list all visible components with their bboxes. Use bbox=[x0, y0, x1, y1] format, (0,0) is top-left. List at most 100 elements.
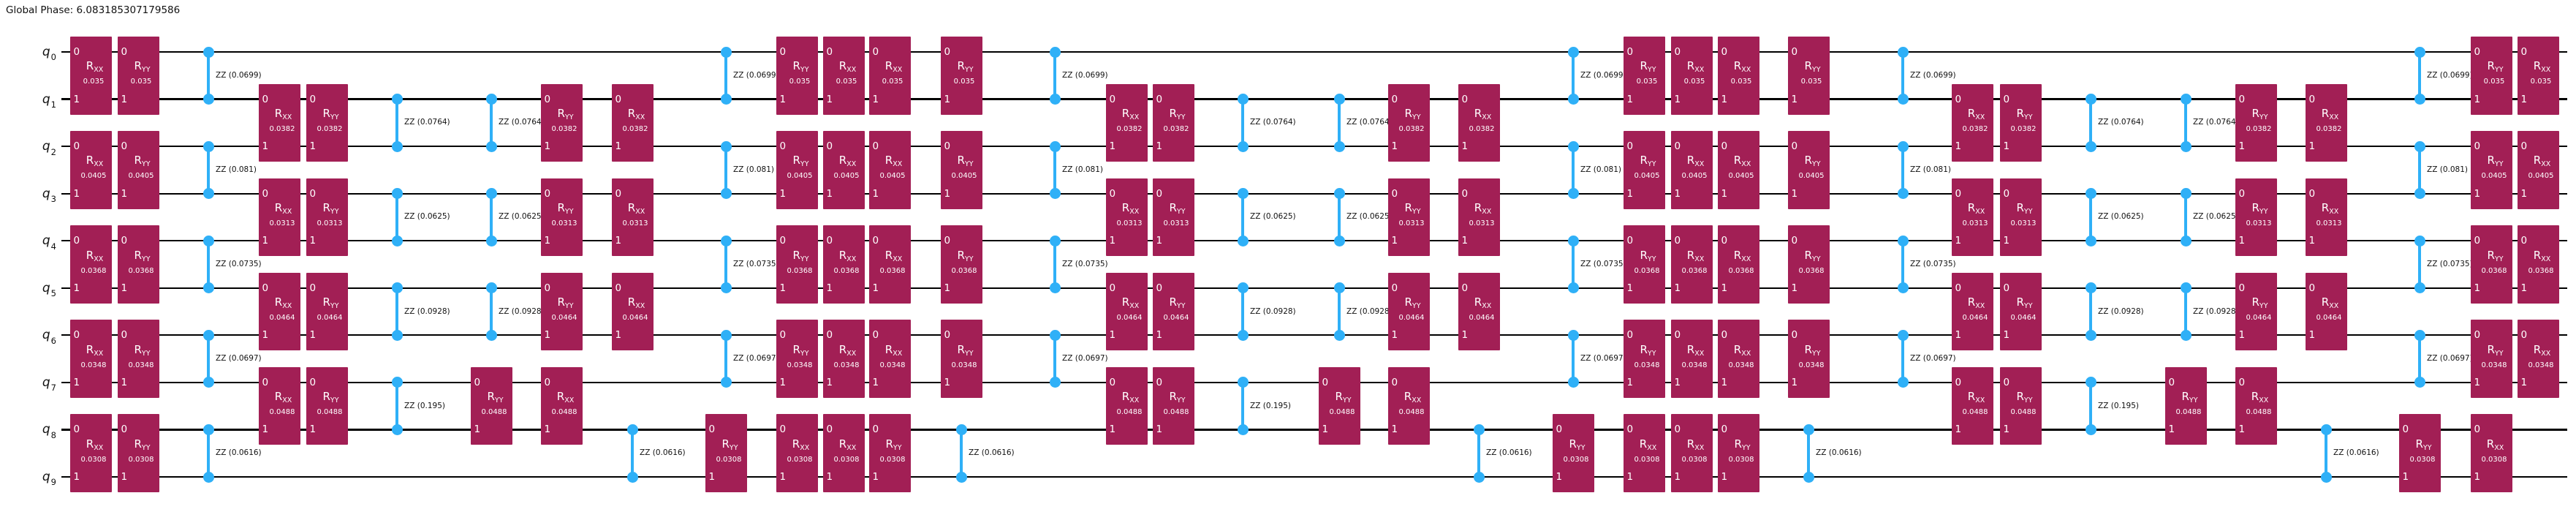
gate-port-top: 0 bbox=[73, 46, 80, 58]
gate-angle-value: 0.0405 bbox=[1728, 172, 1754, 181]
rzz-gate-label: ZZ (0.081) bbox=[2427, 165, 2468, 174]
rzz-control-dot-icon bbox=[1237, 377, 1249, 388]
rzz-gate-label: ZZ (0.0616) bbox=[969, 448, 1015, 458]
gate-port-top: 0 bbox=[2520, 235, 2528, 247]
gate-port-bottom: 1 bbox=[615, 140, 622, 153]
gate-port-bottom: 1 bbox=[2003, 235, 2010, 247]
gate-port-top: 0 bbox=[73, 329, 80, 342]
rzz-control-dot-icon bbox=[1567, 46, 1579, 58]
gate-port-bottom: 1 bbox=[1156, 140, 1163, 153]
rxx-gate-name: RXX bbox=[1121, 390, 1140, 405]
rzz-gate-label: ZZ (0.195) bbox=[2098, 401, 2139, 410]
gate-angle-value: 0.0382 bbox=[2010, 124, 2037, 133]
gate-port-bottom: 1 bbox=[2308, 140, 2316, 153]
ryy-gate-name: RYY bbox=[322, 390, 339, 405]
rzz-control-dot-icon bbox=[1049, 46, 1061, 58]
rzz-connector-line bbox=[1338, 99, 1341, 147]
rzz-gate-label: ZZ (0.0625) bbox=[1346, 212, 1393, 222]
gate-angle-value: 0.0308 bbox=[1563, 455, 1589, 464]
gate-angle-value: 0.0313 bbox=[2010, 219, 2037, 227]
rxx-gate-box: 0 1 RXX 0.0313 bbox=[2305, 178, 2347, 257]
gate-port-top: 0 bbox=[1461, 187, 1469, 200]
rzz-connector-line bbox=[490, 99, 493, 147]
rzz-gate-label: ZZ (0.195) bbox=[404, 401, 445, 410]
rzz-gate-label: ZZ (0.0735) bbox=[216, 260, 262, 269]
gate-port-bottom: 1 bbox=[779, 471, 787, 483]
gate-angle-value: 0.0405 bbox=[1798, 172, 1825, 181]
gate-angle-value: 0.0488 bbox=[2010, 408, 2037, 417]
rxx-gate-box: 0 1 RXX 0.0405 bbox=[69, 131, 112, 209]
gate-angle-value: 0.0348 bbox=[787, 361, 813, 369]
gate-port-bottom: 1 bbox=[121, 282, 128, 294]
gate-port-top: 0 bbox=[1721, 423, 1728, 436]
gate-port-top: 0 bbox=[2003, 282, 2010, 294]
rzz-gate-label: ZZ (0.0625) bbox=[499, 212, 545, 222]
rxx-gate-box: 0 1 RXX 0.0464 bbox=[1951, 272, 1993, 351]
rzz-connector-line bbox=[395, 382, 398, 430]
gate-port-top: 0 bbox=[1391, 376, 1398, 388]
rzz-connector-line bbox=[631, 429, 634, 478]
gate-port-bottom: 1 bbox=[872, 93, 879, 105]
gate-port-bottom: 1 bbox=[2003, 140, 2010, 153]
gate-port-bottom: 1 bbox=[1156, 423, 1163, 436]
rxx-gate-box: 0 1 RXX 0.0488 bbox=[540, 366, 583, 445]
rzz-connector-line bbox=[2184, 99, 2187, 147]
rxx-gate-name: RXX bbox=[2321, 200, 2339, 216]
gate-port-bottom: 1 bbox=[2474, 471, 2481, 483]
qubit-label: q8 bbox=[42, 422, 56, 440]
rxx-gate-box: 0 1 RXX 0.0488 bbox=[1951, 366, 1993, 445]
rzz-control-dot-icon bbox=[1473, 423, 1485, 435]
gate-port-top: 0 bbox=[544, 282, 551, 294]
rxx-gate-name: RXX bbox=[1474, 200, 1492, 216]
rzz-gate-label: ZZ (0.0697) bbox=[733, 354, 779, 364]
rxx-gate-name: RXX bbox=[1686, 248, 1705, 263]
gate-angle-value: 0.0405 bbox=[787, 172, 813, 181]
rzz-gate-label: ZZ (0.0697) bbox=[1580, 354, 1626, 364]
rzz-connector-line bbox=[1338, 287, 1341, 336]
gate-angle-value: 0.0488 bbox=[2246, 408, 2272, 417]
gate-port-top: 0 bbox=[872, 329, 879, 342]
qubit-wire bbox=[61, 240, 2567, 242]
gate-port-bottom: 1 bbox=[1626, 376, 1634, 388]
gate-port-bottom: 1 bbox=[1109, 423, 1116, 436]
rxx-gate-name: RXX bbox=[2533, 248, 2551, 263]
ryy-gate-box: 0 1 RYY 0.035 bbox=[776, 37, 818, 115]
rzz-gate-label: ZZ (0.0697) bbox=[1910, 354, 1956, 364]
ryy-gate-box: 0 1 RYY 0.0464 bbox=[306, 272, 348, 351]
ryy-gate-name: RYY bbox=[134, 342, 151, 358]
gate-port-bottom: 1 bbox=[73, 187, 80, 200]
gate-port-bottom: 1 bbox=[2520, 93, 2528, 105]
rzz-control-dot-icon bbox=[391, 94, 403, 105]
rxx-gate-box: 0 1 RXX 0.0308 bbox=[1670, 414, 1713, 493]
ryy-gate-name: RYY bbox=[557, 295, 574, 311]
ryy-gate-name: RYY bbox=[1640, 59, 1656, 75]
ryy-gate-box: 0 1 RYY 0.0308 bbox=[868, 414, 911, 493]
ryy-gate-name: RYY bbox=[885, 437, 902, 452]
rxx-gate-box: 0 1 RXX 0.0313 bbox=[1458, 178, 1500, 257]
rzz-connector-line bbox=[2418, 52, 2421, 99]
rzz-gate-label: ZZ (0.0697) bbox=[1062, 354, 1108, 364]
rzz-gate-label: ZZ (0.0616) bbox=[640, 448, 686, 458]
gate-port-bottom: 1 bbox=[121, 187, 128, 200]
gate-port-bottom: 1 bbox=[1109, 329, 1116, 342]
rzz-connector-line bbox=[1901, 241, 1904, 288]
gate-port-top: 0 bbox=[262, 282, 269, 294]
rxx-gate-box: 0 1 RXX 0.0405 bbox=[822, 131, 865, 209]
qubit-wire bbox=[61, 381, 2567, 383]
ryy-gate-box: 0 1 RYY 0.0382 bbox=[1999, 83, 2042, 162]
gate-port-top: 0 bbox=[2474, 46, 2481, 58]
gate-angle-value: 0.035 bbox=[1730, 78, 1752, 86]
rxx-gate-box: 0 1 RXX 0.0348 bbox=[822, 320, 865, 398]
ryy-gate-box: 0 1 RYY 0.0488 bbox=[306, 366, 348, 445]
gate-port-bottom: 1 bbox=[944, 187, 951, 200]
rxx-gate-name: RXX bbox=[274, 106, 292, 121]
rzz-gate-label: ZZ (0.0625) bbox=[1250, 212, 1296, 222]
rxx-gate-box: 0 1 RXX 0.0308 bbox=[776, 414, 818, 493]
ryy-gate-name: RYY bbox=[2181, 390, 2198, 405]
rzz-control-dot-icon bbox=[2414, 377, 2425, 388]
rzz-control-dot-icon bbox=[1567, 329, 1579, 341]
rzz-control-dot-icon bbox=[1237, 423, 1249, 435]
gate-angle-value: 0.0368 bbox=[787, 266, 813, 275]
gate-port-bottom: 1 bbox=[1955, 329, 1962, 342]
